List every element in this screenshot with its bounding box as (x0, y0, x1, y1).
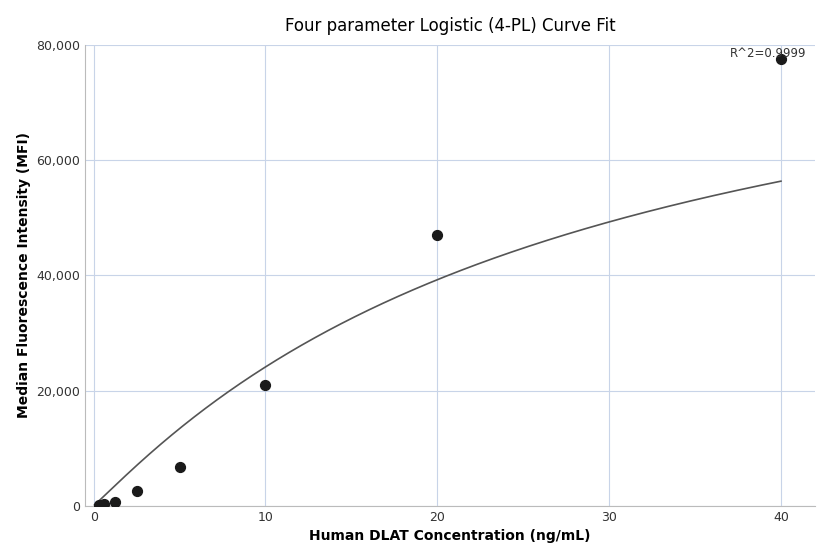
Text: R^2=0.9999: R^2=0.9999 (730, 48, 807, 60)
Point (431, 230, 444, 239)
Point (97, 500, 111, 508)
Point (173, 462, 186, 471)
Y-axis label: Median Fluorescence Intensity (MFI): Median Fluorescence Intensity (MFI) (17, 132, 31, 418)
Title: Four parameter Logistic (4-PL) Curve Fit: Four parameter Logistic (4-PL) Curve Fit (285, 17, 616, 35)
Point (259, 380, 272, 389)
Point (108, 497, 121, 506)
Point (92, 501, 106, 510)
Point (130, 487, 143, 496)
X-axis label: Human DLAT Concentration (ng/mL): Human DLAT Concentration (ng/mL) (310, 529, 591, 543)
Point (775, 54, 788, 63)
